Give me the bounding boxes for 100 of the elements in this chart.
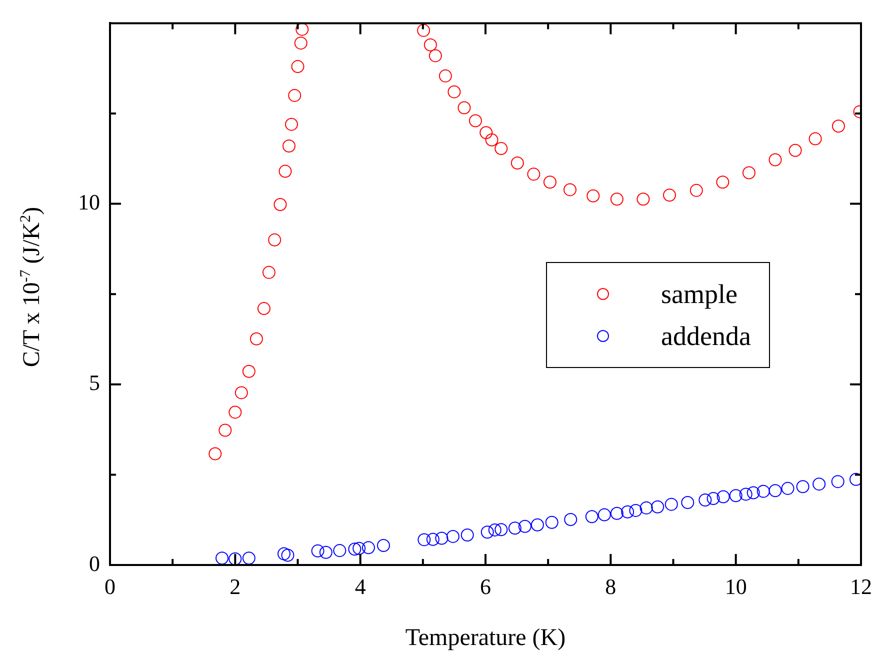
point <box>311 544 324 558</box>
point <box>348 542 362 556</box>
point <box>282 140 296 153</box>
point <box>242 364 256 378</box>
point <box>849 472 861 486</box>
point <box>417 24 430 37</box>
point <box>277 547 290 560</box>
point <box>629 504 642 517</box>
y-tick-label: 5 <box>89 370 100 396</box>
point <box>781 482 794 495</box>
point <box>418 533 431 546</box>
point <box>681 496 694 510</box>
x-tick-label: 4 <box>354 574 366 599</box>
point <box>746 486 760 500</box>
point <box>291 60 304 74</box>
x-tick-label: 6 <box>480 574 491 599</box>
point <box>788 144 802 157</box>
point <box>610 192 624 206</box>
point <box>831 475 844 488</box>
point <box>510 156 524 170</box>
x-tick-label: 12 <box>850 574 872 599</box>
point <box>234 386 248 400</box>
point <box>488 523 502 536</box>
point <box>424 38 437 52</box>
point <box>662 188 676 202</box>
point <box>218 424 232 437</box>
point <box>832 120 845 133</box>
point <box>690 184 703 197</box>
point <box>288 88 302 102</box>
point <box>768 484 782 498</box>
point <box>426 532 440 546</box>
point <box>216 552 229 565</box>
point <box>563 183 576 196</box>
point <box>268 233 282 246</box>
x-axis-title: Temperature (K) <box>405 624 566 651</box>
point <box>352 542 366 555</box>
point <box>508 522 522 535</box>
point <box>446 530 460 543</box>
point <box>586 189 600 202</box>
point <box>636 192 650 206</box>
point <box>621 505 634 518</box>
x-tick-label: 8 <box>605 574 616 599</box>
point <box>485 133 498 146</box>
point <box>640 501 653 514</box>
point <box>262 266 276 279</box>
point <box>468 114 482 128</box>
point <box>494 142 508 156</box>
point <box>296 23 309 36</box>
point <box>796 480 810 494</box>
point <box>530 518 544 532</box>
point <box>294 36 308 50</box>
point <box>716 176 730 189</box>
point <box>376 538 390 552</box>
point <box>362 541 375 554</box>
point <box>527 168 540 181</box>
legend-label: addenda <box>661 320 751 352</box>
point <box>564 512 578 526</box>
legend-label: sample <box>661 278 738 310</box>
point <box>278 164 292 178</box>
point <box>460 528 474 542</box>
point <box>333 544 346 558</box>
point <box>651 500 664 514</box>
point <box>585 510 598 524</box>
point <box>706 492 720 506</box>
point <box>598 508 611 522</box>
point <box>257 302 270 316</box>
point <box>435 532 448 545</box>
point <box>428 49 442 62</box>
point <box>698 493 712 506</box>
point <box>458 101 471 114</box>
point <box>448 85 461 98</box>
point <box>610 506 624 520</box>
point <box>543 176 556 189</box>
point <box>208 447 222 460</box>
x-tick-label: 10 <box>724 574 747 599</box>
point <box>480 526 494 539</box>
point <box>284 118 298 131</box>
point <box>228 552 242 565</box>
point <box>729 489 742 502</box>
point <box>768 153 782 166</box>
point <box>742 166 756 180</box>
point <box>242 552 256 565</box>
point <box>480 126 493 140</box>
point <box>319 546 332 559</box>
y-tick-label: 10 <box>78 190 100 215</box>
point <box>739 488 752 501</box>
point <box>228 406 242 419</box>
point <box>716 490 730 504</box>
x-tick-label: 0 <box>104 574 116 599</box>
point <box>250 332 263 346</box>
point <box>281 548 294 562</box>
point <box>545 516 558 529</box>
point <box>808 132 822 146</box>
point <box>756 484 770 498</box>
point <box>518 520 532 533</box>
y-tick-label: 0 <box>89 550 100 576</box>
x-tick-label: 2 <box>230 574 241 599</box>
point <box>274 198 287 212</box>
point <box>664 498 678 511</box>
point <box>438 69 452 82</box>
